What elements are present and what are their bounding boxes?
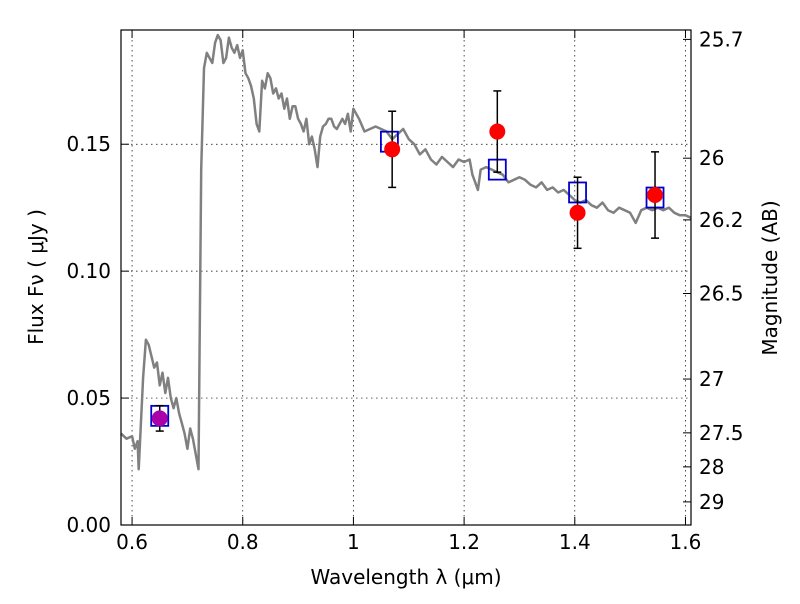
magnitude-tick-label: 26: [699, 146, 724, 170]
magnitude-tick-label: 25.7: [699, 27, 744, 51]
magnitude-tick-label: 27: [699, 367, 724, 391]
y-tick-label: 0.00: [66, 513, 111, 537]
magnitude-tick-label: 26.5: [699, 281, 744, 305]
observed-flux-point: [384, 141, 401, 158]
observed-flux-point: [647, 187, 664, 203]
photometry-layer: [150, 90, 665, 432]
ticks-layer: 0.6 0.8 1 1.2 1.4 1.6 0.00 0.05 0.10 0.15 25.7 26 26…: [66, 27, 743, 554]
observed-flux-point: [151, 410, 168, 427]
model-spectrum-layer: [120, 33, 692, 471]
x-tick-label: 1.6: [670, 530, 702, 554]
x-tick-label: 0.6: [116, 530, 148, 554]
observed-flux-point: [569, 204, 586, 221]
magnitude-tick-label: 27.5: [699, 421, 744, 445]
x-tick-label: 1.4: [559, 530, 591, 554]
y-tick-label: 0.10: [66, 259, 111, 283]
x-tick-label: 1: [347, 530, 360, 554]
observed-flux-point: [489, 123, 506, 140]
plot-frame: [120, 29, 692, 526]
magnitude-tick-label: 28: [699, 455, 724, 479]
right-axis-label: Magnitude (AB): [758, 200, 782, 355]
magnitude-tick-label: 26.2: [699, 208, 744, 232]
x-tick-label: 0.8: [227, 530, 259, 554]
x-tick-label: 1.2: [448, 530, 480, 554]
model-spectrum-line: [120, 33, 692, 471]
grid-layer: [121, 30, 691, 525]
x-axis-label: Wavelength λ (μm): [310, 565, 501, 589]
y-tick-label: 0.05: [66, 386, 111, 410]
y-tick-label: 0.15: [66, 132, 111, 156]
magnitude-tick-label: 29: [699, 490, 724, 514]
y-axis-label: Flux Fν ( μJy ): [24, 209, 48, 345]
